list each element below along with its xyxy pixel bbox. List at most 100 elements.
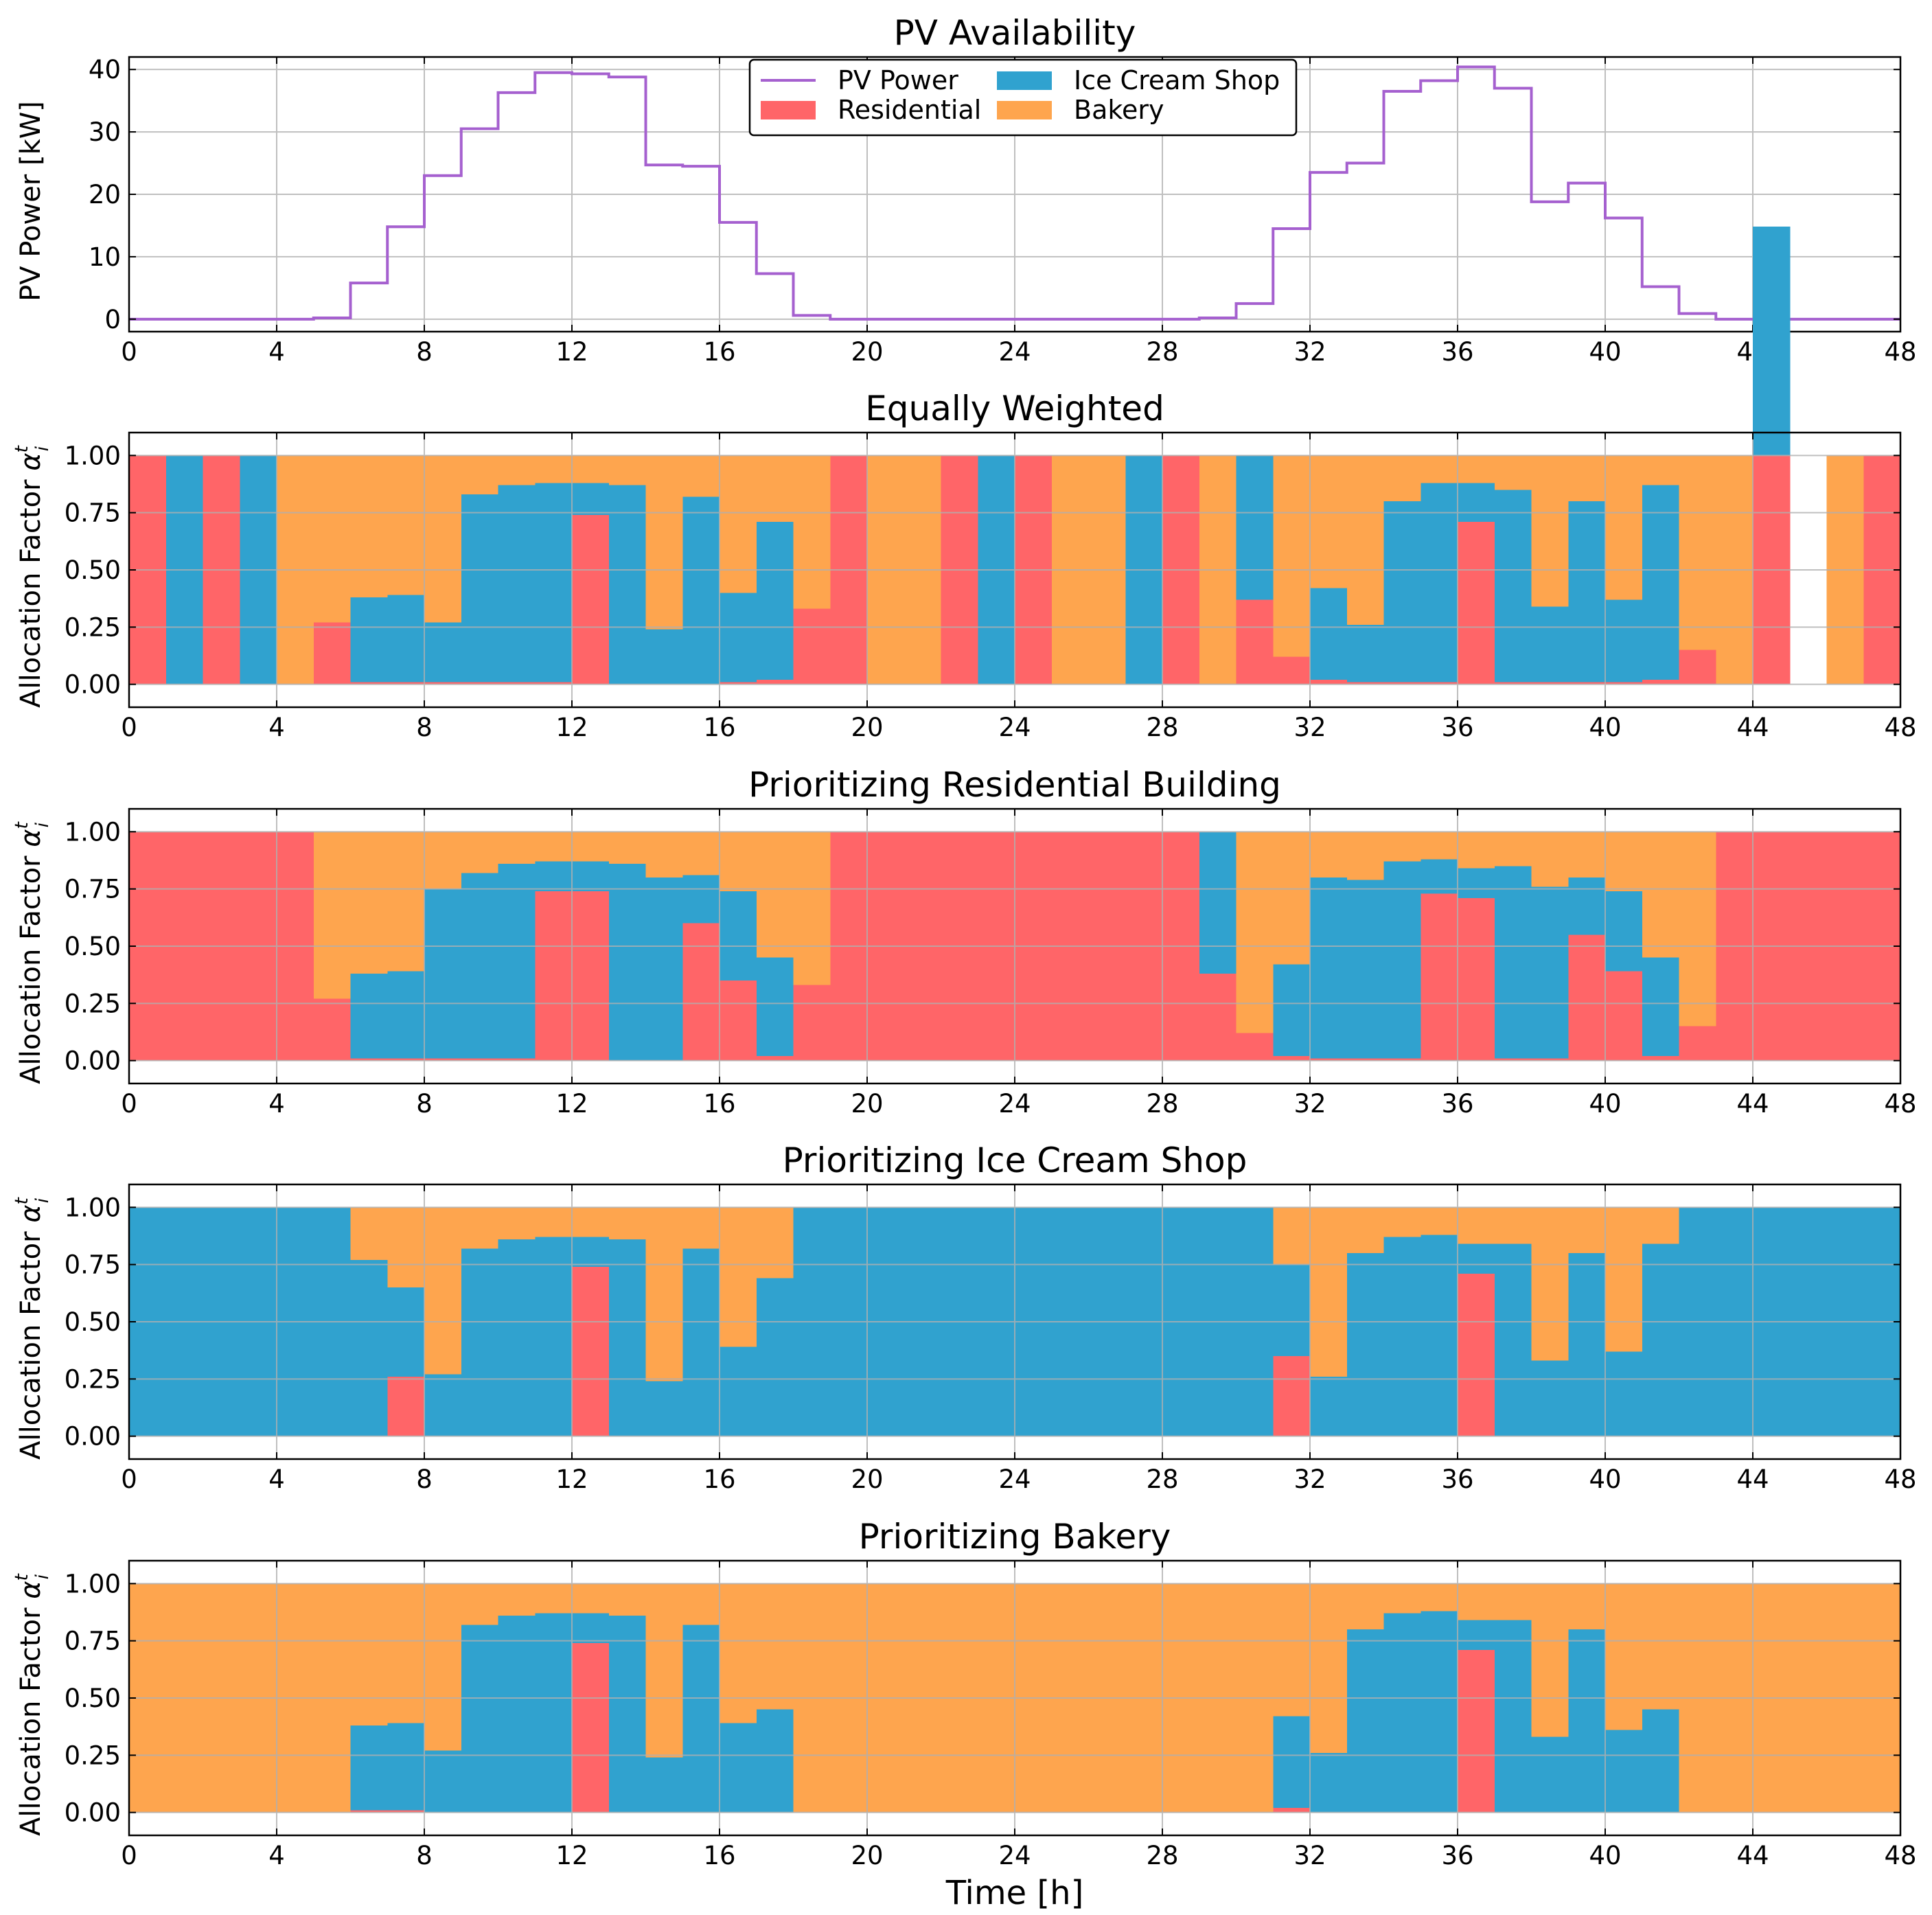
bar-residential-6 [350,1058,388,1061]
bar-residential-38 [1531,1058,1569,1061]
bar-bakery-39 [1568,1583,1606,1629]
y-tick-label: 0 [104,305,121,334]
bar-ice-cream-shop-11 [535,1237,573,1436]
bar-bakery-9 [461,1583,499,1625]
bar-residential-32 [1310,680,1348,685]
bar-bakery-32 [1310,1583,1348,1753]
x-tick-label: 48 [1884,713,1916,742]
bar-ice-cream-shop-36 [1458,1243,1495,1274]
bar-bakery-36 [1458,832,1495,869]
x-tick-label: 12 [555,1465,588,1494]
bar-bakery-14 [645,832,683,878]
bar-residential-35 [1421,682,1458,685]
x-tick-label: 20 [851,1089,883,1119]
x-tick-label: 24 [998,337,1031,367]
bar-bakery-35 [1421,1583,1458,1612]
bar-bakery-35 [1421,455,1458,483]
bar-residential-31 [1273,1056,1311,1061]
bar-ice-cream-shop-10 [498,864,536,1059]
bar-bakery-31 [1273,832,1311,965]
bar-bakery-5 [313,832,352,999]
x-tick-label: 48 [1884,1089,1916,1119]
bar-bakery-38 [1531,1207,1569,1361]
bar-bakery-11 [535,832,573,862]
bar-residential-34 [1383,1058,1421,1061]
y-tick-label: 0.50 [65,555,121,585]
bar-bakery-32 [1310,1207,1348,1377]
bar-bakery-32 [1310,455,1348,588]
bar-ice-cream-shop-31 [1273,1264,1311,1356]
bar-bakery-33 [1346,1583,1385,1629]
x-tick-label: 40 [1589,713,1621,742]
bar-bakery-10 [498,455,536,485]
y-axis-label: Allocation Factor αti [12,445,53,707]
bar-residential-8 [424,1058,462,1061]
bar-ice-cream-shop-33 [1346,625,1385,683]
bar-bakery-41 [1642,832,1680,958]
x-tick-label: 8 [416,1465,433,1494]
bar-bakery-10 [498,1207,536,1239]
bar-ice-cream-shop-13 [608,864,647,1061]
stacked-bars [129,832,1901,1061]
bar-bakery-11 [535,1583,573,1614]
x-tick-label: 16 [703,1841,735,1870]
bar-ice-cream-shop-37 [1494,866,1532,1059]
x-tick-label: 8 [416,337,433,367]
bar-bakery-39 [1568,832,1606,878]
bar-ice-cream-shop-9 [461,873,499,1059]
x-tick-label: 0 [121,1465,137,1494]
bar-ice-cream-shop-33 [1346,880,1385,1059]
bar-ice-cream-shop-38 [1531,886,1569,1059]
bar-ice-cream-shop-37 [1494,1620,1532,1813]
x-tick-label: 36 [1441,1841,1473,1870]
bar-residential-40 [1605,971,1643,1061]
bar-bakery-16 [720,832,757,891]
x-tick-label: 0 [121,337,137,367]
bar-ice-cream-shop-32 [1310,1753,1348,1813]
bar-bakery-37 [1494,832,1532,867]
x-tick-label: 40 [1589,337,1621,367]
x-tick-label: 0 [121,1089,137,1119]
bar-residential-10 [498,1058,536,1061]
bar-ice-cream-shop-38 [1531,1736,1569,1813]
bar-bakery-41 [1642,455,1680,485]
bar-bakery-7 [387,832,425,972]
y-tick-label: 1.00 [65,1193,121,1222]
bar-bakery-31 [1273,1583,1311,1717]
legend-label: Bakery [1074,95,1164,125]
y-tick-label: 0.25 [65,989,121,1018]
bar-residential-29 [1199,974,1237,1061]
x-tick-label: 36 [1441,1089,1473,1119]
bar-ice-cream-shop-15 [682,875,720,924]
bar-ice-cream-shop-6 [350,1725,388,1811]
x-tick-label: 16 [703,1465,735,1494]
bar-bakery-12 [572,455,610,483]
bar-residential-35 [1421,893,1458,1061]
bar-bakery-15 [682,1583,720,1625]
bar-bakery-34 [1383,1207,1421,1237]
bar-bakery-34 [1383,455,1421,501]
bar-residential-30 [1236,599,1274,685]
bar-residential-12 [572,515,610,685]
bar-bakery-31 [1273,1207,1311,1265]
bar-ice-cream-shop-35 [1421,1611,1458,1813]
bar-residential-31 [1273,1356,1311,1436]
x-tick-label: 28 [1146,1089,1178,1119]
bar-bakery-9 [461,832,499,873]
bar-bakery-13 [608,1207,647,1239]
bar-residential-7 [387,682,425,685]
bar-bakery-14 [645,1207,683,1381]
bar-bakery-15 [682,455,720,497]
legend-label: PV Power [838,65,958,95]
bar-ice-cream-shop-36 [1458,483,1495,522]
y-axis-label: PV Power [kW] [15,101,47,301]
x-tick-label: 44 [1736,1465,1769,1494]
bar-ice-cream-shop-37 [1494,1243,1532,1436]
bar-bakery-13 [608,832,647,864]
x-tick-label: 32 [1293,1465,1326,1494]
bar-bakery-41 [1642,1583,1680,1710]
bar-bakery-5 [313,455,352,623]
bar-bakery-17 [756,832,794,958]
x-tick-label: 44 [1736,1841,1769,1870]
